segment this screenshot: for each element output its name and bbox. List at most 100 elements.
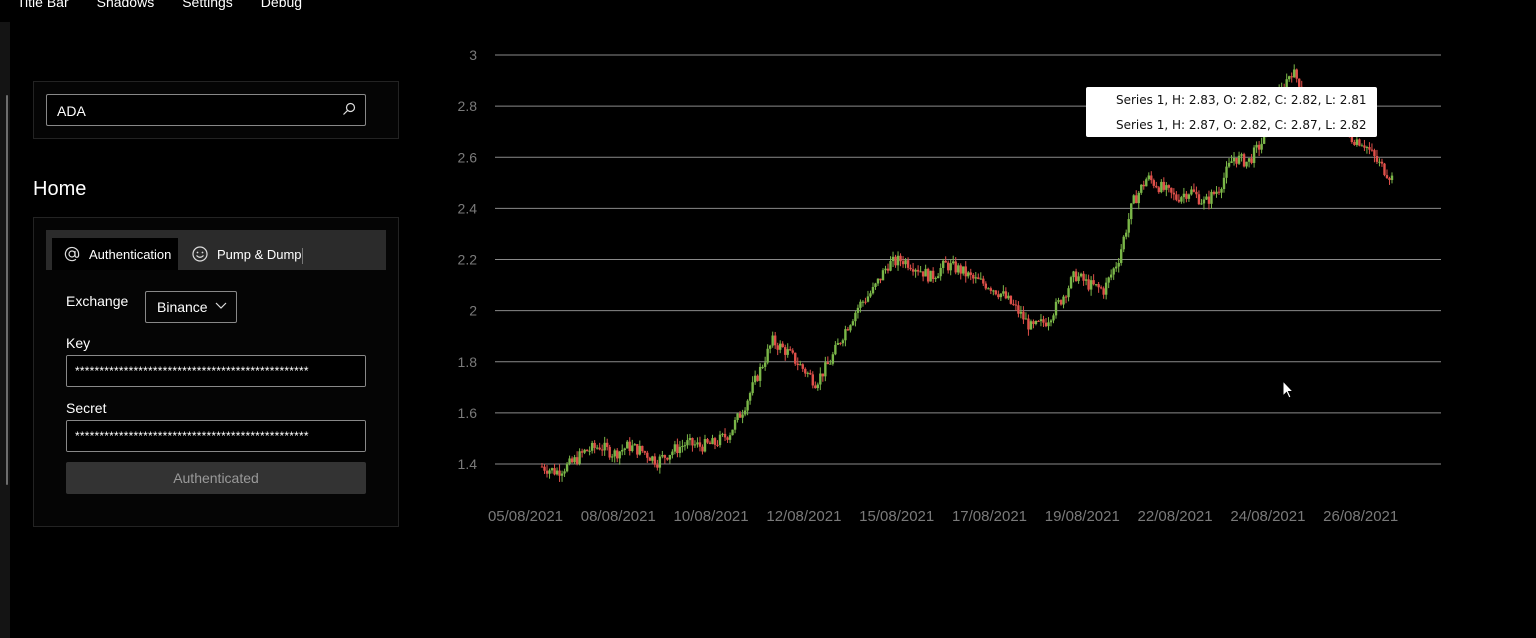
candle[interactable]	[899, 255, 902, 262]
candle[interactable]	[859, 301, 862, 308]
candle[interactable]	[824, 362, 827, 377]
candle[interactable]	[1370, 149, 1374, 151]
candle[interactable]	[1062, 296, 1065, 305]
candle[interactable]	[801, 364, 804, 369]
candle[interactable]	[1004, 291, 1008, 299]
candle[interactable]	[1160, 181, 1163, 193]
candle[interactable]	[889, 261, 892, 271]
candle[interactable]	[726, 437, 729, 440]
candle[interactable]	[628, 441, 631, 451]
candle[interactable]	[653, 456, 657, 465]
candle[interactable]	[1140, 184, 1143, 193]
candle[interactable]	[1375, 155, 1379, 162]
candle[interactable]	[623, 448, 626, 450]
candle[interactable]	[1044, 322, 1048, 327]
candle[interactable]	[839, 342, 842, 344]
candle[interactable]	[851, 321, 855, 326]
candle[interactable]	[1385, 175, 1389, 179]
candle[interactable]	[1177, 199, 1181, 202]
candle[interactable]	[1064, 296, 1068, 298]
candle[interactable]	[738, 413, 742, 418]
candle[interactable]	[590, 442, 594, 451]
candle[interactable]	[641, 445, 644, 452]
candle[interactable]	[916, 269, 920, 272]
candle[interactable]	[866, 296, 870, 302]
candle[interactable]	[874, 283, 877, 288]
candle[interactable]	[1358, 139, 1361, 146]
candle[interactable]	[1388, 178, 1391, 181]
candle[interactable]	[936, 276, 940, 279]
candle[interactable]	[929, 270, 932, 282]
candle[interactable]	[849, 325, 852, 331]
candle[interactable]	[1207, 196, 1211, 204]
candle[interactable]	[761, 366, 764, 368]
candle[interactable]	[904, 260, 907, 265]
candle[interactable]	[999, 293, 1003, 298]
search-input[interactable]	[47, 95, 339, 127]
candle[interactable]	[1180, 197, 1183, 202]
candle[interactable]	[891, 256, 895, 262]
candle[interactable]	[1102, 288, 1105, 295]
candle[interactable]	[799, 364, 802, 366]
candle[interactable]	[1257, 144, 1261, 150]
candle[interactable]	[972, 274, 975, 279]
exchange-select[interactable]: Binance	[145, 291, 237, 323]
candle[interactable]	[1029, 321, 1033, 330]
candle[interactable]	[826, 362, 830, 365]
candle[interactable]	[1024, 318, 1028, 320]
candle[interactable]	[977, 277, 980, 280]
candle[interactable]	[570, 458, 574, 463]
candle[interactable]	[563, 471, 566, 474]
candle[interactable]	[1099, 287, 1103, 289]
candle[interactable]	[1255, 144, 1258, 148]
candle[interactable]	[1202, 199, 1206, 204]
candle[interactable]	[814, 385, 817, 389]
candle[interactable]	[658, 456, 662, 468]
candle[interactable]	[636, 444, 639, 455]
menu-shadows[interactable]: Shadows	[96, 0, 155, 10]
candle[interactable]	[578, 451, 581, 464]
candle[interactable]	[701, 446, 704, 452]
candle[interactable]	[553, 468, 556, 475]
tab-authentication[interactable]: Authentication	[52, 238, 178, 270]
candle[interactable]	[751, 382, 754, 394]
candle[interactable]	[1245, 161, 1248, 167]
candle[interactable]	[901, 261, 905, 265]
candle[interactable]	[603, 442, 606, 451]
candle[interactable]	[959, 265, 962, 274]
candle[interactable]	[779, 343, 782, 350]
candle[interactable]	[1172, 192, 1176, 195]
candle[interactable]	[1145, 179, 1148, 187]
candle[interactable]	[621, 449, 624, 452]
candle[interactable]	[756, 375, 759, 381]
candle[interactable]	[593, 442, 596, 448]
candle[interactable]	[964, 266, 967, 277]
candle[interactable]	[1262, 132, 1266, 144]
candle[interactable]	[791, 350, 794, 353]
candle[interactable]	[678, 446, 682, 454]
candle[interactable]	[1104, 282, 1108, 295]
candle[interactable]	[1155, 185, 1158, 188]
candle[interactable]	[766, 348, 769, 363]
candle[interactable]	[1298, 78, 1301, 87]
candle[interactable]	[771, 335, 774, 346]
candle[interactable]	[1232, 157, 1236, 162]
candle[interactable]	[921, 271, 925, 277]
candle[interactable]	[1290, 76, 1293, 78]
candle[interactable]	[987, 288, 990, 290]
candle[interactable]	[1295, 69, 1298, 79]
candle[interactable]	[648, 457, 652, 461]
candle[interactable]	[926, 268, 930, 282]
candle[interactable]	[1192, 189, 1196, 192]
candle[interactable]	[829, 363, 832, 365]
candle[interactable]	[1137, 192, 1140, 204]
candle[interactable]	[656, 464, 659, 468]
candle[interactable]	[565, 463, 569, 472]
candle[interactable]	[816, 384, 820, 389]
candle[interactable]	[939, 267, 942, 277]
candle[interactable]	[723, 433, 727, 438]
candle[interactable]	[548, 470, 551, 474]
candle[interactable]	[616, 450, 619, 459]
candle[interactable]	[763, 362, 767, 367]
candle[interactable]	[1057, 300, 1060, 302]
